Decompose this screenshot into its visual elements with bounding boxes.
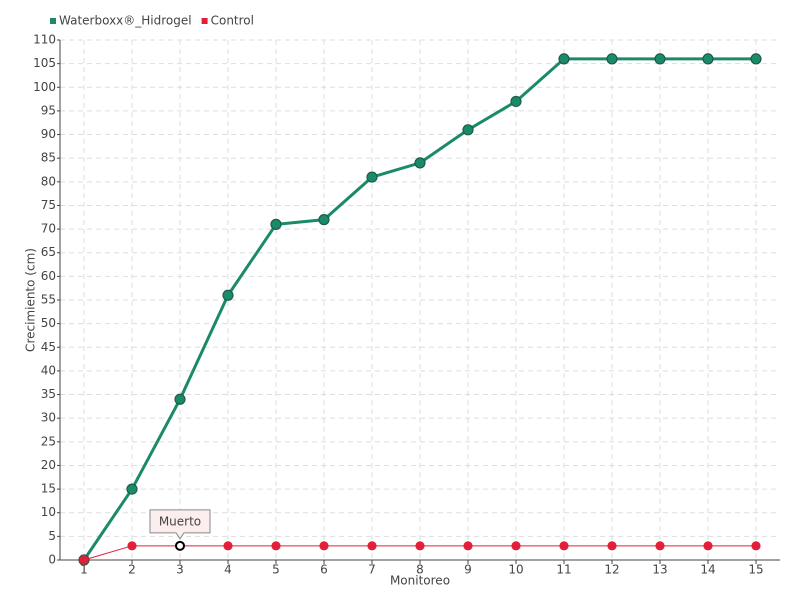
x-tick-label: 12 xyxy=(604,563,619,577)
y-tick-label: 75 xyxy=(41,198,56,212)
y-tick-label: 70 xyxy=(41,222,56,236)
x-tick-label: 5 xyxy=(272,563,280,577)
y-tick-label: 40 xyxy=(41,363,56,377)
data-point xyxy=(414,157,426,169)
legend-swatch xyxy=(50,18,56,24)
y-tick-label: 45 xyxy=(41,340,56,354)
data-point xyxy=(415,541,425,551)
data-point xyxy=(319,541,329,551)
data-point xyxy=(127,541,137,551)
data-point xyxy=(367,541,377,551)
y-tick-label: 50 xyxy=(41,316,56,330)
x-tick-label: 2 xyxy=(128,563,136,577)
data-point xyxy=(223,541,233,551)
y-tick-label: 30 xyxy=(41,411,56,425)
data-point xyxy=(270,218,282,230)
x-axis-title: Monitoreo xyxy=(390,574,450,588)
data-point xyxy=(271,541,281,551)
data-point xyxy=(654,53,666,65)
y-tick-label: 60 xyxy=(41,269,56,283)
y-tick-label: 105 xyxy=(33,56,56,70)
y-tick-label: 95 xyxy=(41,103,56,117)
x-tick-label: 4 xyxy=(224,563,232,577)
data-point xyxy=(174,393,186,405)
data-point xyxy=(318,214,330,226)
y-axis-title: Crecimiento (cm) xyxy=(24,248,38,352)
data-point xyxy=(751,541,761,551)
y-tick-label: 110 xyxy=(33,33,56,47)
x-tick-label: 6 xyxy=(320,563,328,577)
data-point xyxy=(510,95,522,108)
x-tick-label: 11 xyxy=(556,563,571,577)
x-tick-label: 14 xyxy=(700,563,715,577)
data-point xyxy=(79,555,89,565)
data-point xyxy=(222,289,234,301)
y-tick-label: 90 xyxy=(41,127,56,141)
y-tick-label: 65 xyxy=(41,245,56,259)
y-tick-label: 55 xyxy=(41,293,56,307)
data-point xyxy=(462,124,474,136)
x-tick-label: 9 xyxy=(464,563,472,577)
data-point xyxy=(606,53,618,65)
y-tick-label: 20 xyxy=(41,458,56,472)
data-point xyxy=(463,541,473,551)
x-tick-label: 13 xyxy=(652,563,667,577)
legend-label: Control xyxy=(211,14,254,28)
legend-swatch xyxy=(201,18,208,24)
y-tick-label: 100 xyxy=(33,80,56,94)
y-tick-label: 35 xyxy=(41,387,56,401)
data-point xyxy=(511,541,521,551)
y-tick-label: 10 xyxy=(41,505,56,519)
y-tick-label: 25 xyxy=(41,434,56,448)
x-tick-label: 3 xyxy=(176,563,184,577)
y-tick-label: 5 xyxy=(48,529,56,543)
annotation-box xyxy=(149,509,211,540)
annotation-text: Muerto xyxy=(159,514,201,528)
x-tick-label: 1 xyxy=(80,563,88,577)
legend-label: Waterboxx®_Hidrogel xyxy=(59,14,192,28)
data-point xyxy=(558,53,570,65)
y-tick-label: 0 xyxy=(48,553,56,567)
data-point xyxy=(175,540,185,551)
x-tick-label: 15 xyxy=(748,563,763,577)
x-tick-label: 10 xyxy=(508,563,523,577)
x-tick-label: 8 xyxy=(416,563,424,577)
data-point xyxy=(607,541,617,551)
data-point xyxy=(702,53,714,65)
data-point xyxy=(126,483,138,495)
y-tick-label: 15 xyxy=(41,482,56,496)
x-tick-label: 7 xyxy=(368,563,376,577)
data-point xyxy=(703,541,713,551)
data-point xyxy=(655,541,665,551)
data-point xyxy=(559,541,569,551)
data-point xyxy=(750,53,762,65)
y-tick-label: 80 xyxy=(41,174,56,188)
y-tick-label: 85 xyxy=(41,151,56,165)
data-point xyxy=(366,171,378,183)
